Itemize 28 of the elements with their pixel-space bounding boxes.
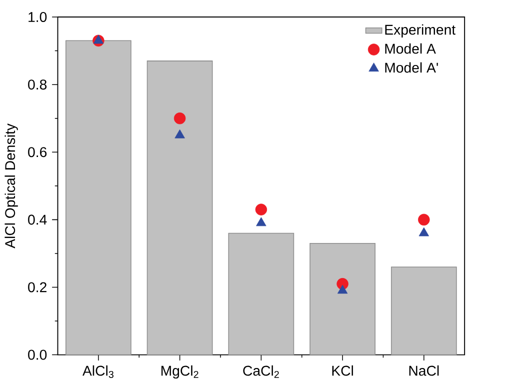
legend-label: Model A (385, 43, 436, 54)
bar (146, 60, 213, 356)
x-tick-label: KCl (332, 365, 353, 376)
bar (228, 232, 294, 356)
point (418, 227, 430, 236)
point (256, 217, 266, 226)
point (174, 129, 185, 138)
point (174, 112, 186, 124)
legend-label: Model A' (385, 62, 438, 73)
x-tick-label: MgCl$_{2}$ (161, 365, 198, 378)
y-tick-label: 0.8 (28, 79, 47, 90)
legend-label: Experiment (385, 24, 456, 38)
bar (390, 266, 457, 356)
point (418, 214, 430, 226)
bar (66, 40, 132, 356)
y-tick-label: 0.6 (28, 147, 47, 158)
y-tick-label: 0.0 (28, 350, 47, 360)
y-tick-label: 0.2 (28, 282, 46, 292)
y-tick-label: 1.0 (28, 12, 47, 22)
y-axis-title: AlCl Optical Density (4, 123, 18, 248)
x-tick-label: CaCl$_{2}$ (243, 365, 279, 378)
x-tick-label: AlCl$_{3}$ (82, 365, 114, 378)
point (255, 204, 268, 216)
point (93, 34, 104, 44)
point (337, 284, 348, 294)
y-tick-label: 0.4 (28, 214, 47, 225)
bar (310, 242, 376, 356)
x-tick-label: NaCl (409, 365, 439, 376)
